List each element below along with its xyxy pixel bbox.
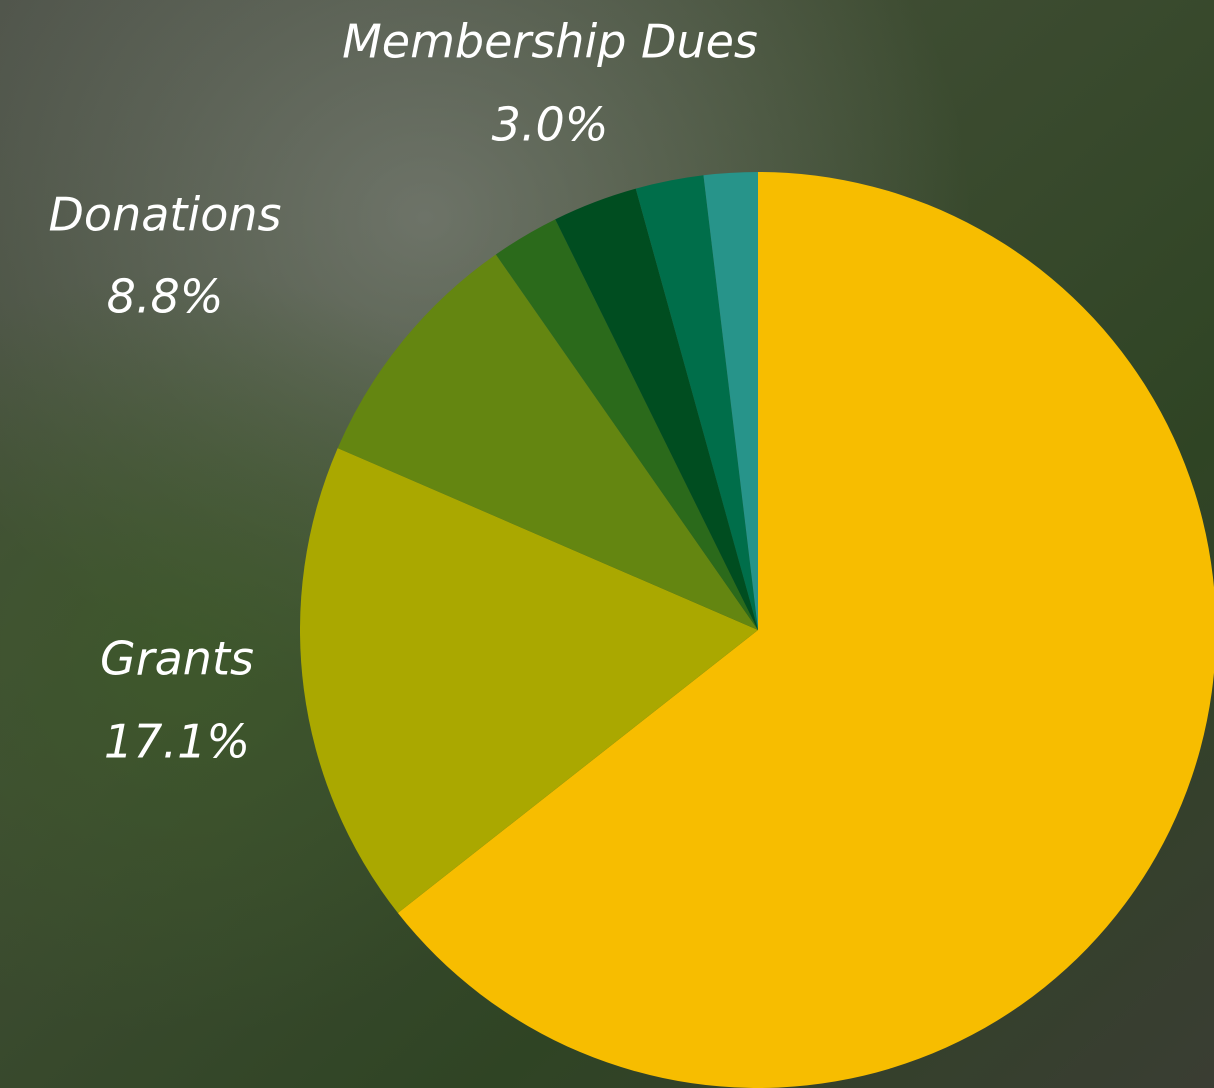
labels: Grants 17.1% Donations 8.8% Membership Dues 3…	[49, 15, 758, 769]
slice-label: Donations	[49, 188, 282, 242]
pie-slice	[397, 172, 1214, 1088]
pie-slice	[555, 188, 758, 630]
pie-slice	[635, 175, 758, 630]
slice-label: Membership Dues	[342, 15, 758, 69]
pie-slice	[337, 254, 758, 631]
pie-slice	[495, 219, 758, 630]
pie-slice	[703, 172, 758, 630]
pie	[300, 172, 1214, 1088]
slice-label: Grants	[100, 632, 254, 686]
slice-value-label: 8.8%	[107, 270, 224, 324]
slice-value-label: 3.0%	[492, 98, 609, 152]
pie-slice	[300, 448, 758, 913]
slice-value-label: 17.1%	[104, 715, 250, 769]
